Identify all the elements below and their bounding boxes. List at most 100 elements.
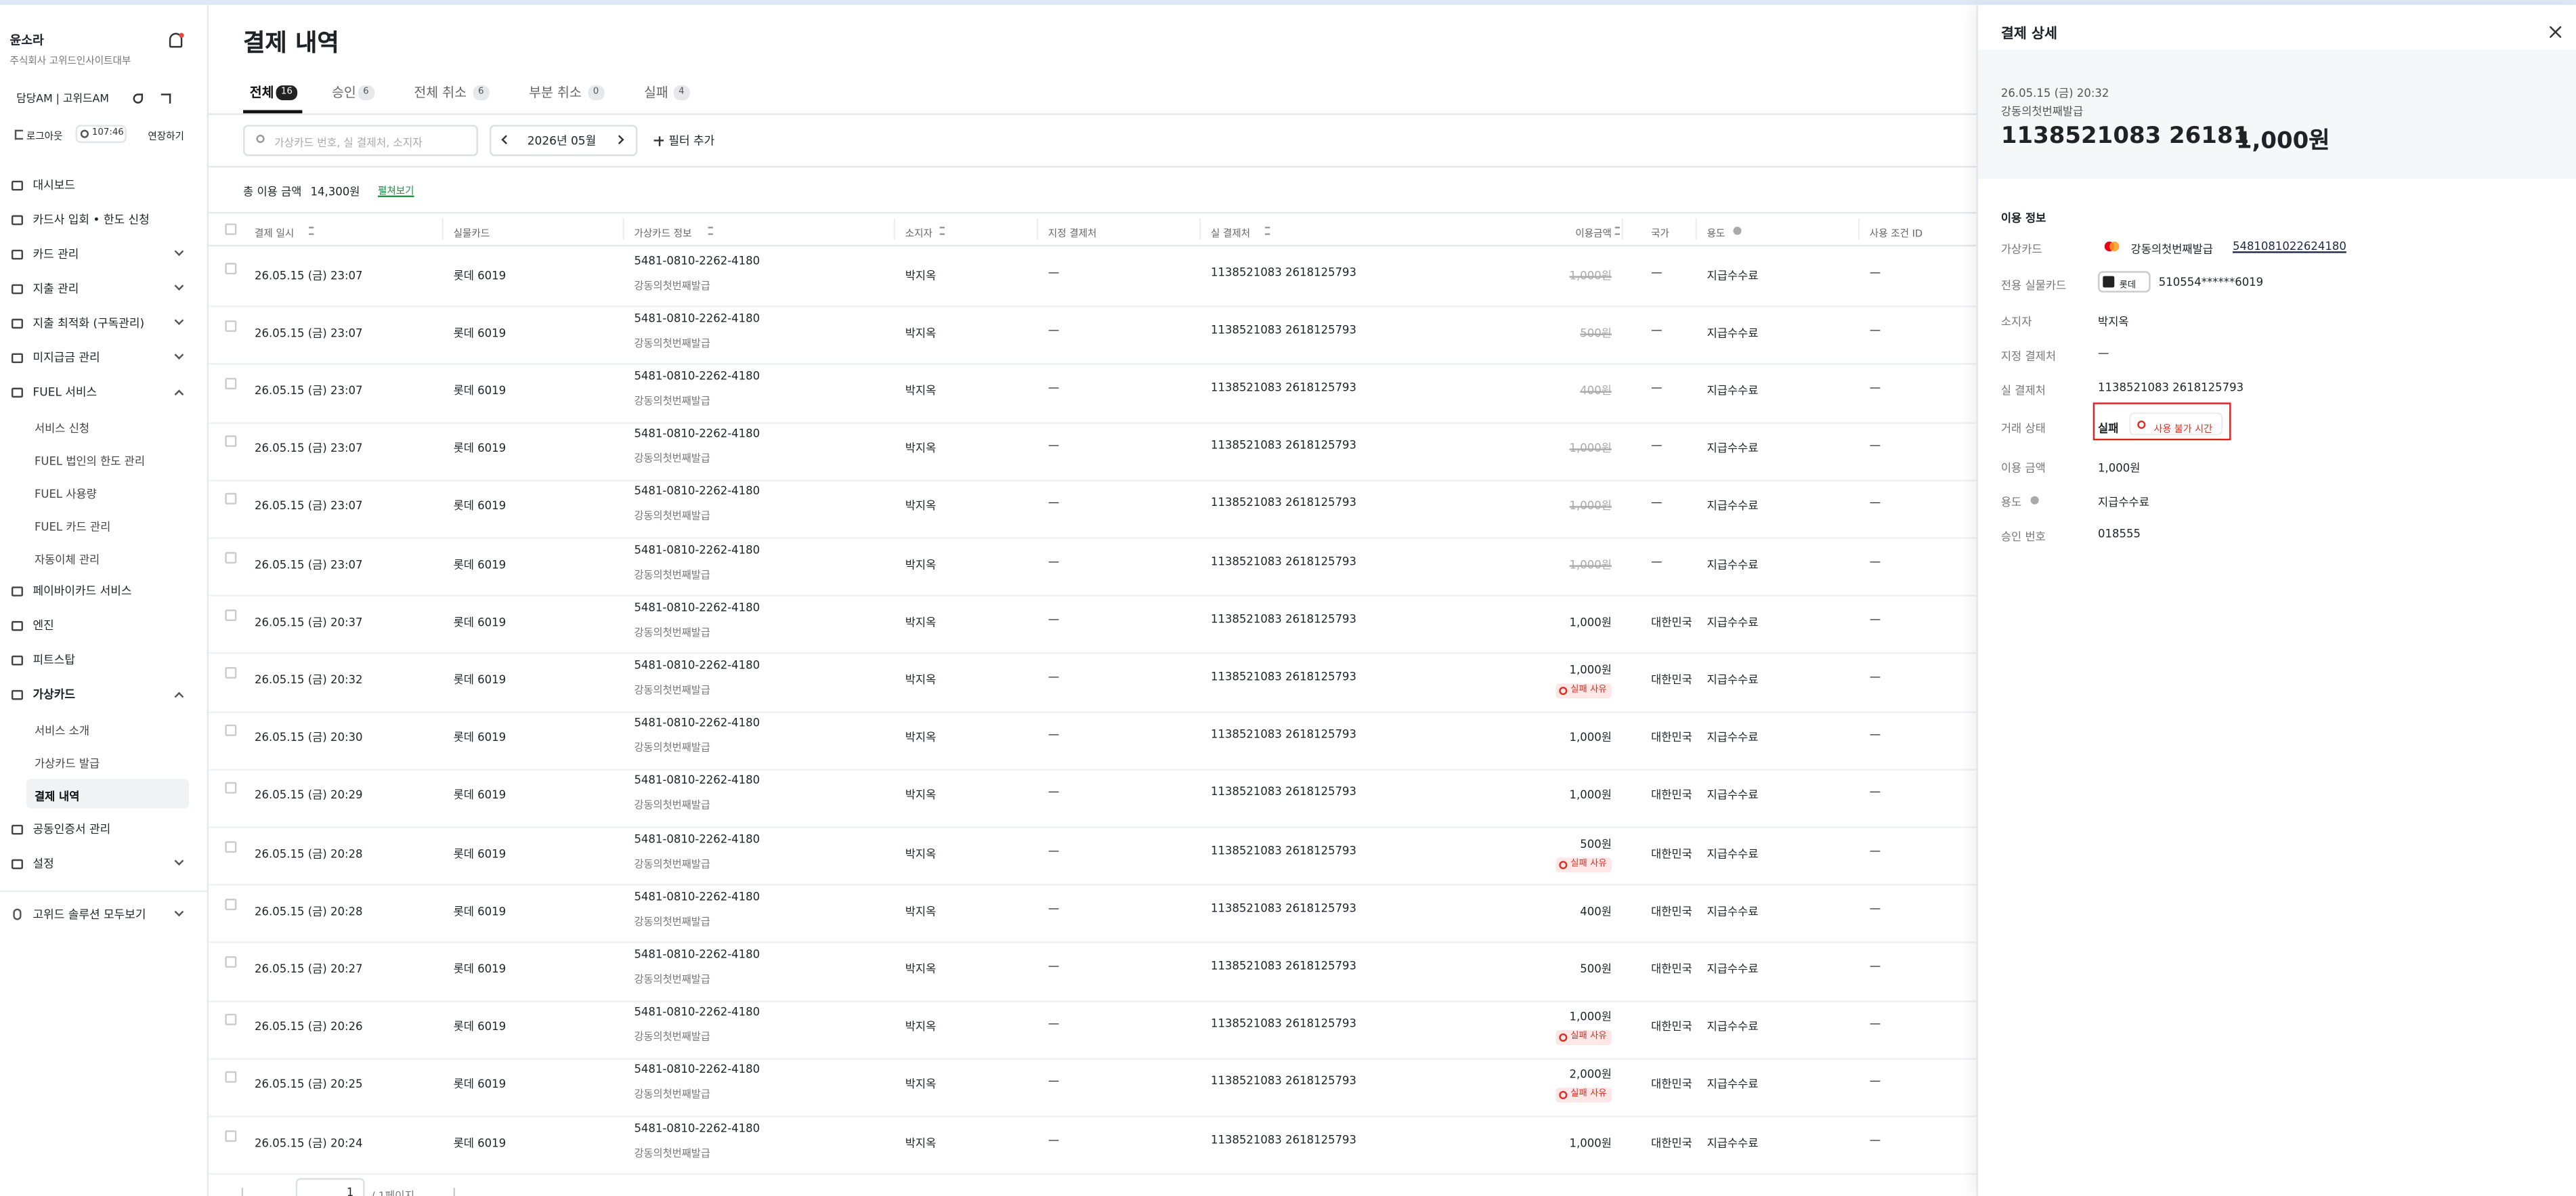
- cell-date: 26.05.15 (금) 20:28: [255, 847, 363, 861]
- tab-label[interactable]: 부분 취소: [529, 85, 582, 100]
- month-picker[interactable]: [489, 125, 638, 156]
- cell-purpose: 지급수수료: [1706, 673, 1759, 687]
- send-icon[interactable]: [160, 93, 171, 104]
- tab-count: 4: [673, 85, 689, 100]
- header-checkbox[interactable]: [225, 223, 237, 235]
- cell-card: 롯데 6019: [453, 442, 507, 456]
- extend-button[interactable]: 연장하기: [148, 131, 184, 144]
- nav-subitem[interactable]: 서비스 신청: [34, 422, 90, 435]
- fail-icon: [1559, 687, 1568, 696]
- chevron-icon: [174, 316, 184, 325]
- bell-icon[interactable]: [169, 33, 183, 48]
- nav-icon: [11, 180, 23, 191]
- nav-item[interactable]: 가상카드: [33, 688, 76, 702]
- row-checkbox[interactable]: [225, 262, 237, 274]
- nav-item[interactable]: 카드사 입회 • 한도 신청: [33, 213, 150, 227]
- cell-holder: 박지옥: [905, 1021, 937, 1034]
- nav-item[interactable]: 지출 최적화 (구독관리): [33, 317, 145, 330]
- nav-item[interactable]: 엔진: [33, 619, 54, 633]
- column-header[interactable]: 결제 일시: [255, 228, 295, 240]
- nav-item[interactable]: 대시보드: [33, 179, 76, 192]
- nav-item[interactable]: 공동인증서 관리: [33, 823, 111, 836]
- cell-country: 대한민국: [1651, 1136, 1692, 1150]
- cell-vcard: 5481-0810-2262-4180: [634, 312, 760, 325]
- cell-merchant: 1138521083 2618125793: [1210, 901, 1357, 915]
- cell-country: —: [1651, 323, 1662, 337]
- nav-item[interactable]: 카드 관리: [33, 248, 79, 261]
- nav-item[interactable]: 설정: [33, 857, 54, 871]
- column-header: 용도: [1706, 228, 1725, 240]
- nav-subitem[interactable]: FUEL 카드 관리: [34, 521, 111, 534]
- row-border: [209, 1173, 1977, 1176]
- nav-subitem[interactable]: 서비스 소개: [34, 724, 90, 738]
- column-header[interactable]: 실 결제처: [1210, 228, 1251, 240]
- cell-country: 대한민국: [1651, 673, 1692, 687]
- logout[interactable]: 로그아웃: [26, 131, 63, 144]
- sidebar: 윤소라 주식회사 고위드인사이트대부 담당AM | 고위드AM 로그아웃 107:46 연…: [0, 5, 209, 1196]
- info-icon: [1733, 226, 1742, 235]
- column-divider: [1036, 218, 1039, 240]
- detail-title: 결제 상세: [2000, 26, 2057, 43]
- close-button[interactable]: [2550, 26, 2562, 38]
- nav-item[interactable]: 피트스탑: [33, 654, 76, 667]
- row-checkbox[interactable]: [225, 320, 237, 332]
- row-checkbox[interactable]: [225, 840, 237, 853]
- nav-item[interactable]: 미지급금 관리: [33, 351, 100, 365]
- pagination-prev[interactable]: [241, 1188, 258, 1196]
- sort-icon: [1614, 226, 1620, 235]
- add-filter[interactable]: 필터 추가: [668, 134, 715, 148]
- row-border: [209, 1000, 1977, 1002]
- nav-subitem[interactable]: 자동이체 관리: [34, 553, 100, 567]
- row-checkbox[interactable]: [225, 725, 237, 737]
- row-checkbox[interactable]: [225, 551, 237, 563]
- card-link[interactable]: 5481081022624180: [2232, 240, 2346, 253]
- nav-item[interactable]: 페이바이카드 서비스: [33, 584, 132, 599]
- search-box[interactable]: [243, 125, 478, 156]
- cell-holder: 박지옥: [905, 673, 937, 687]
- tab-label[interactable]: 전체 취소: [414, 85, 467, 100]
- row-checkbox[interactable]: [225, 1130, 237, 1142]
- pagination-next[interactable]: [439, 1188, 456, 1196]
- tab-label[interactable]: 실패: [643, 85, 668, 100]
- tab-label[interactable]: 승인: [332, 85, 356, 100]
- nav-item[interactable]: FUEL 서비스: [33, 386, 98, 400]
- nav-subitem[interactable]: 결제 내역: [34, 790, 80, 804]
- nav-subitem[interactable]: FUEL 법인의 한도 관리: [34, 455, 146, 469]
- cell-date: 26.05.15 (금) 20:25: [255, 1078, 363, 1092]
- row-checkbox[interactable]: [225, 956, 237, 968]
- column-header[interactable]: 이용금액: [1575, 228, 1612, 240]
- cell-designated: —: [1048, 670, 1060, 684]
- column-header[interactable]: 가상카드 정보: [634, 228, 692, 240]
- nav-subitem[interactable]: FUEL 사용량: [34, 488, 97, 501]
- phone-icon[interactable]: [133, 93, 144, 104]
- fail-badge[interactable]: 실패 사유: [1555, 1030, 1612, 1046]
- nav-icon: [11, 586, 23, 597]
- row-checkbox[interactable]: [225, 1071, 237, 1084]
- solutions-icon: [13, 908, 22, 920]
- row-border: [209, 768, 1977, 771]
- row-checkbox[interactable]: [225, 1014, 237, 1026]
- row-checkbox[interactable]: [225, 377, 237, 389]
- row-checkbox[interactable]: [225, 609, 237, 621]
- row-checkbox[interactable]: [225, 666, 237, 679]
- cell-condition: —: [1869, 323, 1881, 337]
- tab-label[interactable]: 전체: [249, 85, 274, 100]
- solutions-link[interactable]: 고위드 솔루션 모두보기: [33, 908, 146, 922]
- column-header[interactable]: 소지자: [905, 228, 932, 240]
- row-checkbox[interactable]: [225, 898, 237, 910]
- row-checkbox[interactable]: [225, 782, 237, 794]
- cell-vcard-name: 강동의첫번째발급: [634, 685, 710, 697]
- row-checkbox[interactable]: [225, 435, 237, 448]
- nav-subitem[interactable]: 가상카드 발급: [34, 757, 100, 771]
- cell-card: 롯데 6019: [453, 1136, 507, 1150]
- detail-header-bg: [1977, 49, 2576, 179]
- nav-item[interactable]: 지출 관리: [33, 282, 79, 296]
- fail-badge[interactable]: 실패 사유: [1555, 1088, 1612, 1103]
- row-checkbox[interactable]: [225, 493, 237, 505]
- cell-merchant: 1138521083 2618125793: [1210, 1017, 1357, 1031]
- fail-badge[interactable]: 실패 사유: [1555, 857, 1612, 872]
- fail-badge[interactable]: 실패 사유: [1555, 683, 1612, 699]
- cell-purpose: 지급수수료: [1706, 1136, 1759, 1150]
- summary-expand[interactable]: 펼쳐보기: [377, 186, 414, 198]
